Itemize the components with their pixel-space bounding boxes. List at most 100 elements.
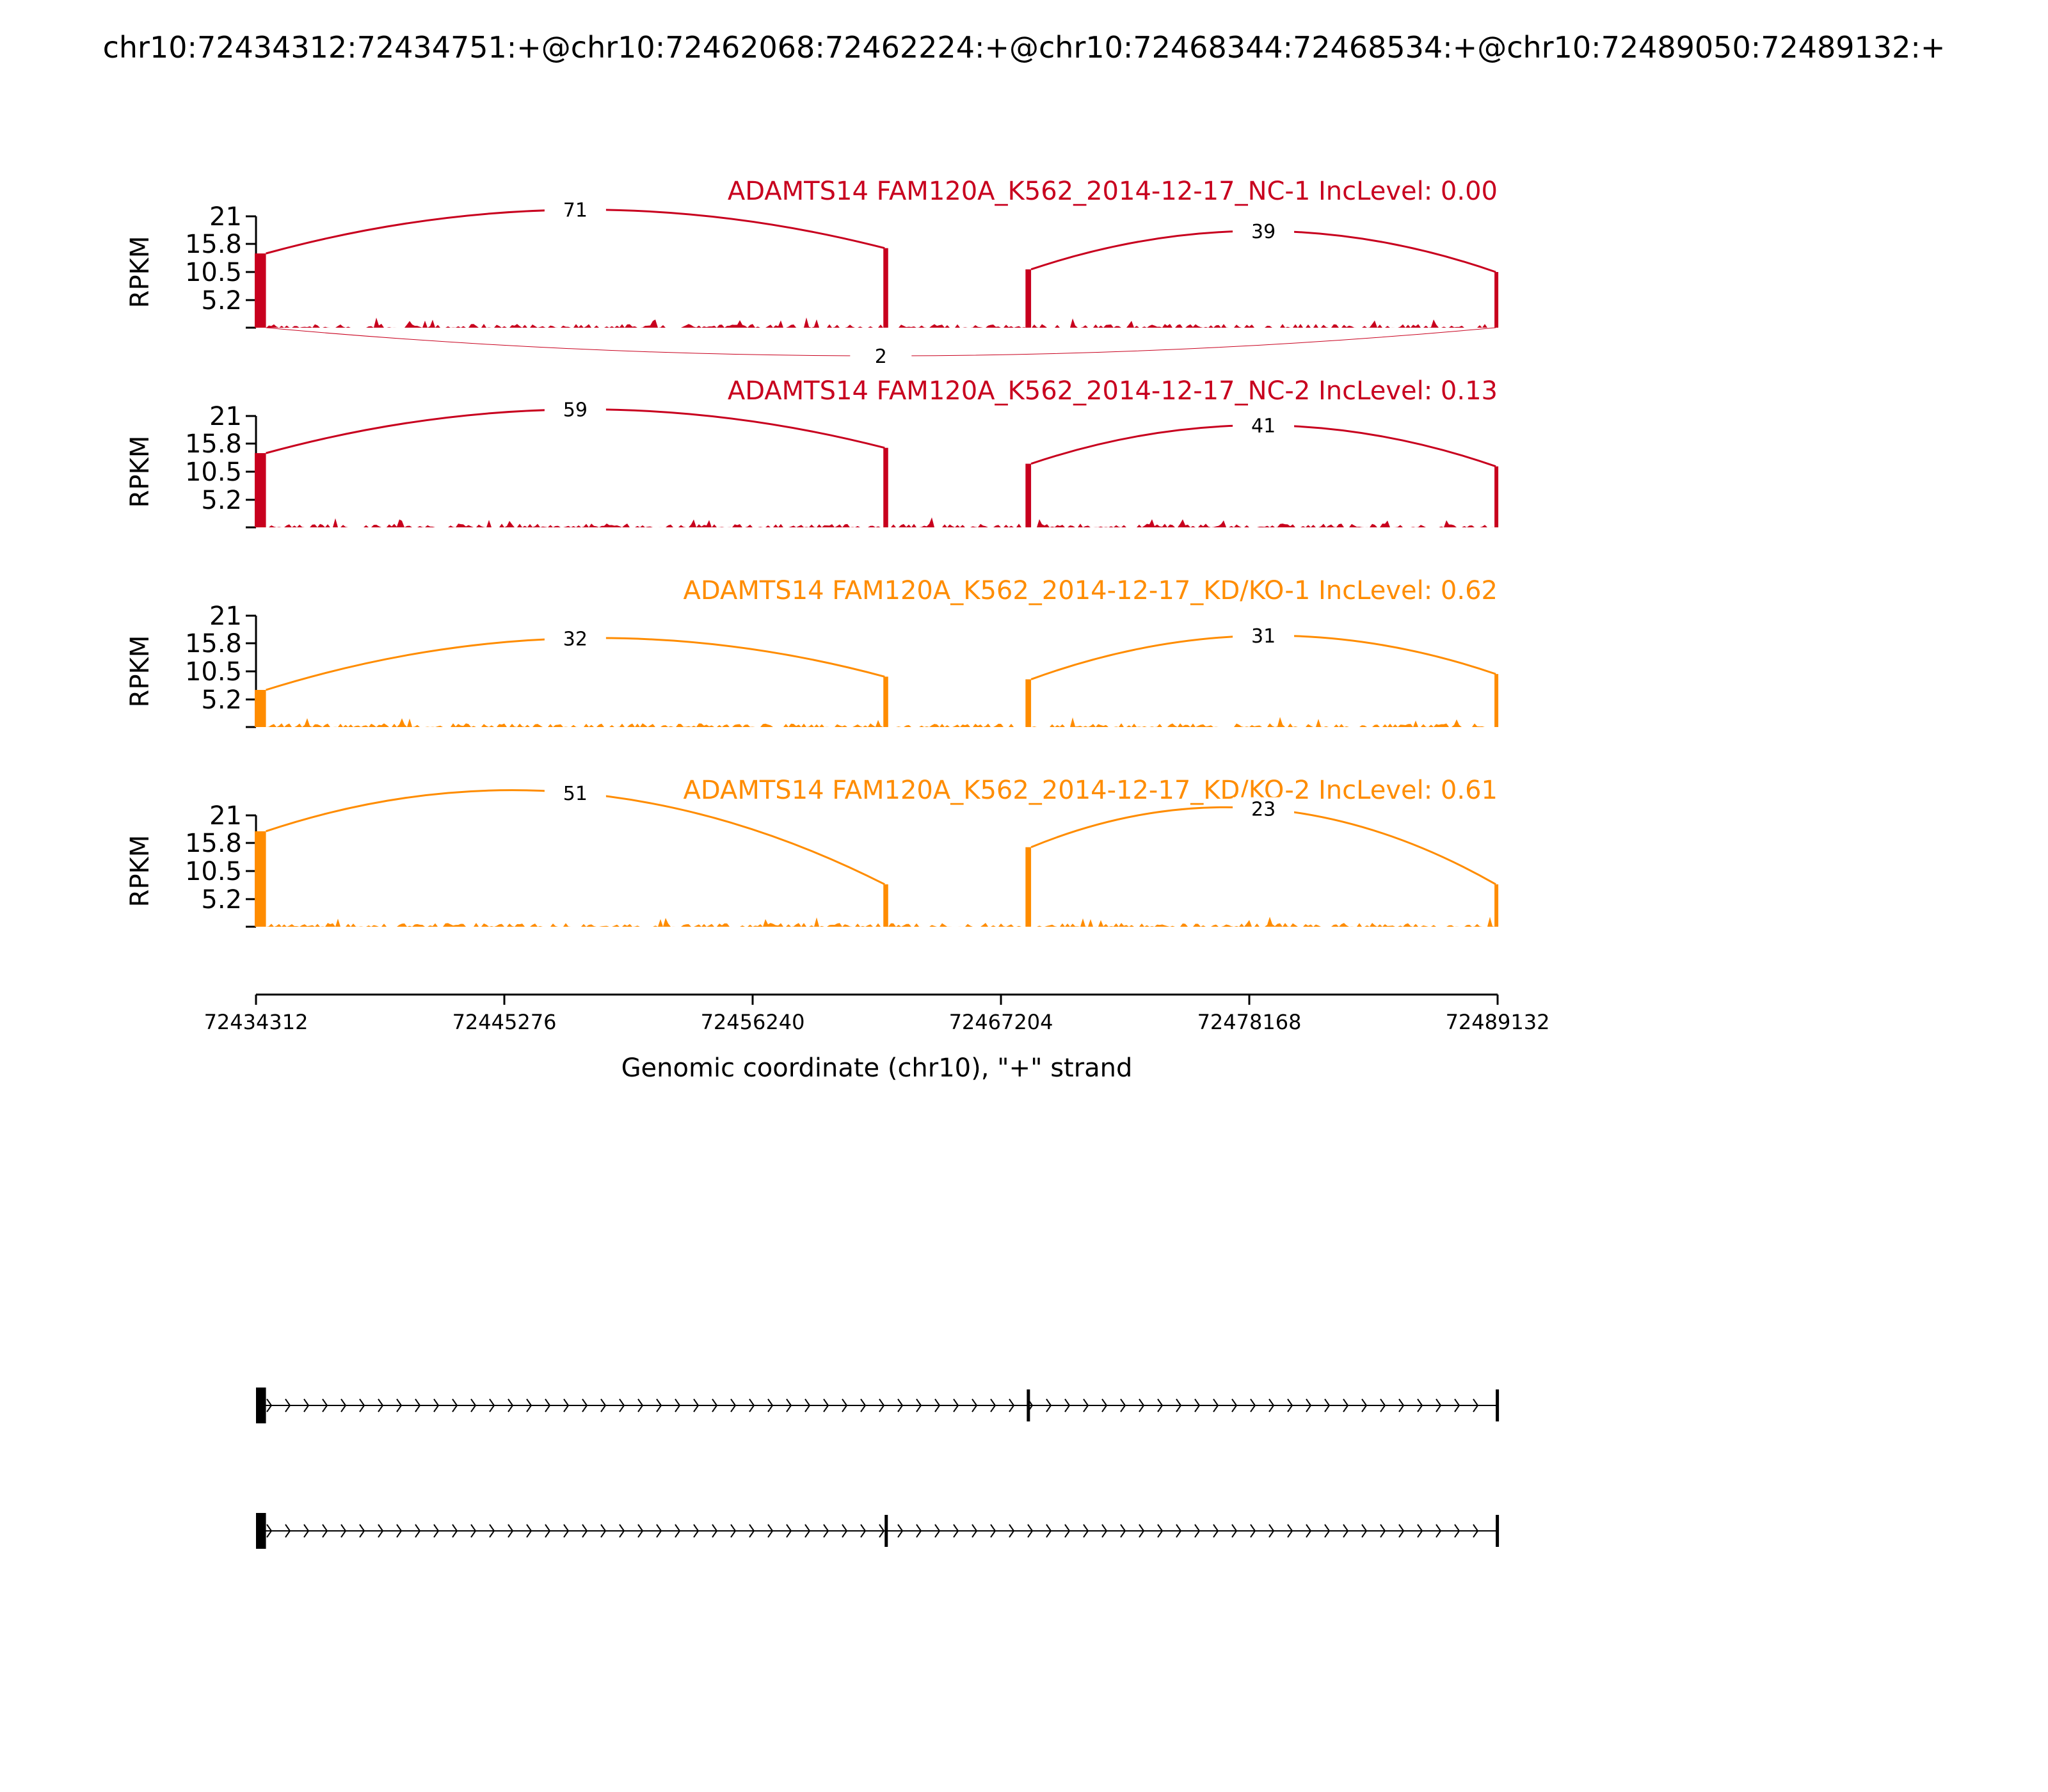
exon-coverage (1494, 884, 1499, 927)
strand-arrow (1398, 1524, 1405, 1538)
strand-arrow (378, 1398, 384, 1412)
strand-arrow (1324, 1524, 1331, 1538)
strand-arrow (303, 1398, 310, 1412)
y-tick-label: 5.2 (201, 885, 242, 915)
strand-arrow (1417, 1524, 1423, 1538)
junction-count: 59 (563, 399, 588, 422)
strand-arrow (897, 1524, 904, 1538)
strand-arrow (693, 1524, 700, 1538)
strand-arrow (470, 1398, 477, 1412)
isoform-1 (256, 1388, 1500, 1423)
strand-arrow (916, 1524, 922, 1538)
exon-block (256, 1388, 266, 1423)
strand-arrow (266, 1524, 273, 1538)
strand-arrow (563, 1524, 570, 1538)
junction-count: 39 (1251, 221, 1276, 243)
strand-arrow (433, 1524, 440, 1538)
isoform-models (256, 1388, 1500, 1549)
strand-arrow (1157, 1524, 1164, 1538)
y-tick-label: 21 (209, 801, 242, 831)
strand-arrow (1380, 1398, 1386, 1412)
strand-arrow (1343, 1524, 1349, 1538)
y-tick-label: 10.5 (185, 458, 242, 487)
track-1: 5.210.515.821 RPKM ADAMTS14 FAM120A_K562_2… (125, 177, 1499, 368)
background-coverage (256, 317, 1498, 328)
strand-arrow (415, 1524, 421, 1538)
exon-coverage (1494, 272, 1499, 328)
x-tick-label: 72434312 (204, 1010, 308, 1034)
y-axis-label: RPKM (125, 236, 155, 308)
strand-arrow (1120, 1524, 1126, 1538)
exon-coverage (1494, 466, 1499, 527)
strand-arrow (415, 1398, 421, 1412)
strand-arrow (1454, 1524, 1460, 1538)
junction-count: 71 (563, 200, 588, 222)
strand-arrow (916, 1398, 922, 1412)
strand-arrow (972, 1398, 978, 1412)
track-title: ADAMTS14 FAM120A_K562_2014-12-17_KD/KO-2… (684, 776, 1498, 805)
y-axis-label: RPKM (125, 835, 155, 908)
strand-arrow (804, 1398, 811, 1412)
strand-arrow (656, 1398, 662, 1412)
strand-arrow (563, 1398, 570, 1412)
strand-arrow (582, 1398, 588, 1412)
strand-arrow (1324, 1398, 1331, 1412)
strand-arrow (600, 1398, 607, 1412)
strand-arrow (860, 1524, 867, 1538)
strand-arrow (340, 1524, 347, 1538)
strand-arrow (1176, 1524, 1182, 1538)
strand-arrow (1287, 1524, 1293, 1538)
strand-arrow (1213, 1398, 1219, 1412)
strand-arrow (1473, 1398, 1479, 1412)
strand-arrow (526, 1524, 532, 1538)
strand-arrow (452, 1524, 458, 1538)
y-tick-label: 15.8 (185, 230, 242, 259)
exon-coverage (883, 447, 888, 527)
strand-arrow (1268, 1524, 1275, 1538)
y-tick-label: 5.2 (201, 286, 242, 316)
x-axis: 72434312 72445276 72456240 72467204 72478168… (204, 993, 1550, 1034)
strand-arrow (600, 1524, 607, 1538)
y-tick-label: 15.8 (185, 429, 242, 459)
exon-coverage (255, 690, 266, 727)
strand-arrow (786, 1524, 792, 1538)
strand-arrow (359, 1524, 365, 1538)
exon-coverage (883, 248, 888, 328)
strand-arrow (749, 1524, 755, 1538)
background-coverage (256, 517, 1498, 527)
strand-arrow (1139, 1398, 1145, 1412)
y-tick-label: 15.8 (185, 829, 242, 858)
strand-arrow (1194, 1524, 1201, 1538)
strand-arrow (934, 1524, 941, 1538)
exon-block (884, 1515, 888, 1547)
strand-arrow (1046, 1524, 1052, 1538)
y-tick-label: 5.2 (201, 486, 242, 515)
exon-coverage (1025, 847, 1032, 927)
strand-arrow (619, 1398, 625, 1412)
strand-arrow (1250, 1524, 1256, 1538)
track-title: ADAMTS14 FAM120A_K562_2014-12-17_KD/KO-1… (684, 576, 1498, 605)
strand-arrow (675, 1398, 681, 1412)
junction-count: 23 (1251, 799, 1276, 821)
strand-arrow (1009, 1398, 1015, 1412)
strand-arrow (637, 1398, 644, 1412)
strand-arrow (1436, 1524, 1442, 1538)
strand-arrow (1398, 1398, 1405, 1412)
exon-block (1496, 1515, 1500, 1547)
strand-arrow (1083, 1398, 1089, 1412)
strand-arrow (1361, 1524, 1368, 1538)
y-tick-label: 10.5 (185, 657, 242, 687)
exon-coverage (255, 253, 266, 328)
strand-arrow (1101, 1524, 1108, 1538)
exon-coverage (1025, 679, 1032, 727)
strand-arrow (452, 1398, 458, 1412)
x-tick-label: 72456240 (701, 1010, 805, 1034)
strand-arrow (749, 1398, 755, 1412)
strand-arrow (842, 1524, 848, 1538)
exon-coverage (883, 884, 888, 927)
strand-arrow (526, 1398, 532, 1412)
x-tick-label: 72489132 (1446, 1010, 1550, 1034)
strand-arrow (508, 1524, 514, 1538)
junction-label-bg (544, 397, 606, 421)
